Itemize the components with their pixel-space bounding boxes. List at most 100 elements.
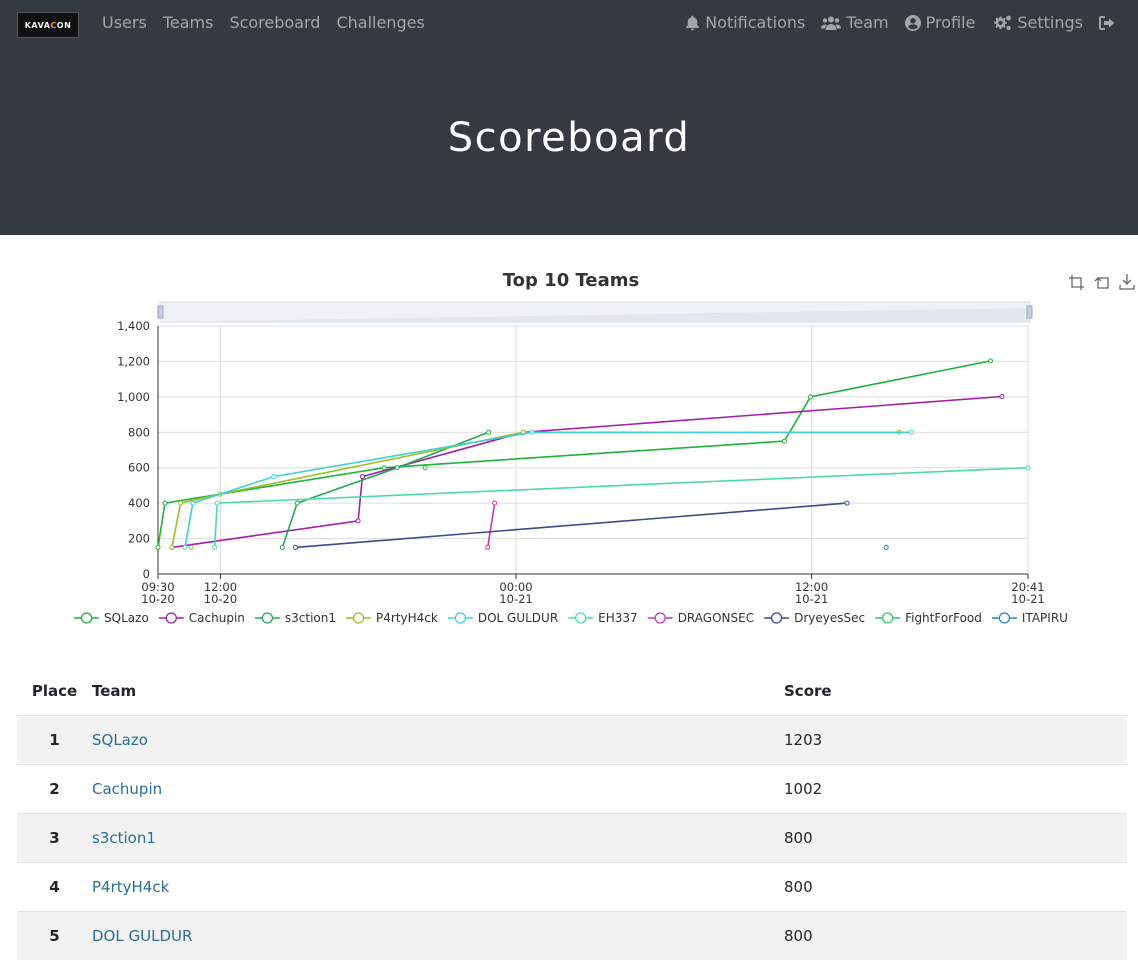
legend-item[interactable]: EH337: [568, 611, 638, 625]
chart-legend: SQLazo Cachupin s3ction1 P4rtyH4ck DOL GULDU…: [74, 611, 1068, 625]
y-tick-label: 1,400: [117, 319, 150, 333]
row-team-cell: SQLazo: [92, 714, 784, 764]
cogs-icon: [994, 15, 1012, 30]
data-point: [214, 500, 220, 506]
data-point: [486, 429, 492, 435]
legend-item[interactable]: DryeyesSec: [764, 611, 865, 625]
row-team-cell: s3ction1: [92, 812, 784, 862]
row-team-cell: Cachupin: [92, 763, 784, 813]
series-line: [213, 466, 1029, 548]
data-point: [422, 465, 428, 471]
nav-link-notifications[interactable]: Notifications: [685, 13, 805, 32]
legend-swatch-marker: [998, 612, 1011, 624]
table-row: 5 DOL GULDUR 800: [17, 910, 1127, 960]
legend-label: DryeyesSec: [794, 611, 865, 625]
user-circle-icon: [904, 14, 921, 31]
team-link[interactable]: s3ction1: [92, 828, 156, 847]
data-point: [279, 544, 285, 550]
sign-out-icon: [1099, 15, 1115, 30]
legend-item[interactable]: FightForFood: [875, 611, 982, 625]
nav-link-challenges[interactable]: Challenges: [336, 13, 425, 32]
legend-swatch-marker: [80, 612, 93, 624]
row-team-cell: DOL GULDUR: [92, 910, 784, 960]
nav-link-scoreboard[interactable]: Scoreboard: [229, 13, 321, 32]
header-score: Score: [784, 667, 1127, 716]
data-point: [178, 500, 184, 506]
legend-label: Cachupin: [189, 611, 245, 625]
legend-label: FightForFood: [905, 611, 982, 625]
legend-item[interactable]: DOL GULDUR: [447, 611, 558, 625]
legend-swatch-marker: [654, 612, 666, 624]
y-tick-label: 0: [143, 567, 150, 581]
legend-item[interactable]: SQLazo: [74, 611, 149, 625]
chart-grid: [157, 325, 1029, 575]
zoom-in-icon[interactable]: [1069, 275, 1084, 290]
data-point: [271, 474, 277, 480]
nav-link-team[interactable]: Team: [821, 13, 889, 32]
brand-logo[interactable]: KAVACON: [17, 12, 79, 38]
nav-link-teams[interactable]: Teams: [162, 13, 214, 32]
nav-link-logout[interactable]: [1099, 15, 1116, 30]
data-zoom-slider[interactable]: [157, 301, 1033, 323]
data-point: [844, 500, 850, 506]
nav-link-users[interactable]: Users: [102, 13, 147, 32]
nav-links-right: Notifications Team Profile Settings: [685, 13, 1116, 32]
team-link[interactable]: P4rtyH4ck: [92, 877, 170, 896]
legend-swatch-marker: [454, 612, 466, 624]
team-link[interactable]: SQLazo: [92, 730, 148, 749]
data-point: [292, 544, 298, 550]
legend-swatch-marker: [881, 612, 894, 624]
brand-logo-text: KAVACON: [24, 20, 72, 30]
zoom-handle-left[interactable]: [157, 305, 164, 319]
nav-notifications-label: Notifications: [705, 13, 806, 32]
legend-label: P4rtyH4ck: [376, 611, 438, 625]
nav-links-left: Users Teams Scoreboard Challenges: [102, 13, 425, 32]
data-point: [155, 544, 161, 550]
nav-team-label: Team: [846, 13, 889, 32]
x-tick-label: 10-20: [141, 592, 174, 606]
x-tick-label: 10-21: [795, 592, 828, 606]
series-line: [486, 502, 496, 548]
legend-swatch-marker: [575, 612, 587, 624]
page-title: Scoreboard: [447, 115, 691, 161]
data-point: [999, 394, 1005, 400]
x-tick-label: 10-21: [1011, 592, 1044, 606]
bell-icon: [686, 15, 700, 30]
nav-link-settings[interactable]: Settings: [991, 13, 1083, 32]
table-row: 1 SQLazo 1203: [17, 714, 1127, 764]
legend-swatch-marker: [770, 612, 783, 624]
legend-label: ITAPIRU: [1022, 611, 1068, 625]
row-score: 1203: [784, 714, 1127, 764]
header-team: Team: [92, 667, 784, 716]
scoreboard-chart: Top 10 Teams 0 200 400 600 800 1,000 1,200 1,40…: [0, 260, 1138, 640]
legend-item[interactable]: P4rtyH4ck: [346, 611, 438, 625]
x-tick-label: 12:00: [204, 580, 237, 594]
legend-item[interactable]: ITAPIRU: [991, 611, 1068, 625]
row-place: 4: [17, 861, 92, 911]
nav-profile-label: Profile: [925, 13, 976, 32]
zoom-reset-icon[interactable]: [1094, 277, 1109, 289]
series-line: [281, 431, 489, 548]
nav-settings-label: Settings: [1017, 13, 1083, 32]
series-line: [295, 502, 848, 549]
data-point: [169, 544, 175, 550]
data-point: [1025, 465, 1031, 471]
zoom-handle-right[interactable]: [1026, 305, 1033, 319]
legend-item[interactable]: DRAGONSEC: [647, 611, 754, 625]
team-link[interactable]: DOL GULDUR: [92, 926, 193, 945]
row-place: 2: [17, 763, 92, 813]
row-team-cell: P4rtyH4ck: [92, 861, 784, 911]
legend-item[interactable]: s3ction1: [254, 611, 336, 625]
top-navbar: KAVACON Users Teams Scoreboard Challenge…: [0, 0, 1138, 46]
data-point: [294, 500, 300, 506]
nav-link-profile[interactable]: Profile: [904, 13, 976, 32]
data-point: [529, 429, 535, 435]
header-place: Place: [17, 667, 92, 716]
team-link[interactable]: Cachupin: [92, 779, 163, 798]
row-score: 1002: [784, 763, 1127, 813]
users-icon: [821, 16, 842, 30]
legend-item[interactable]: Cachupin: [158, 611, 245, 625]
data-point: [190, 500, 196, 506]
data-point: [485, 544, 491, 550]
download-icon[interactable]: [1119, 274, 1135, 290]
